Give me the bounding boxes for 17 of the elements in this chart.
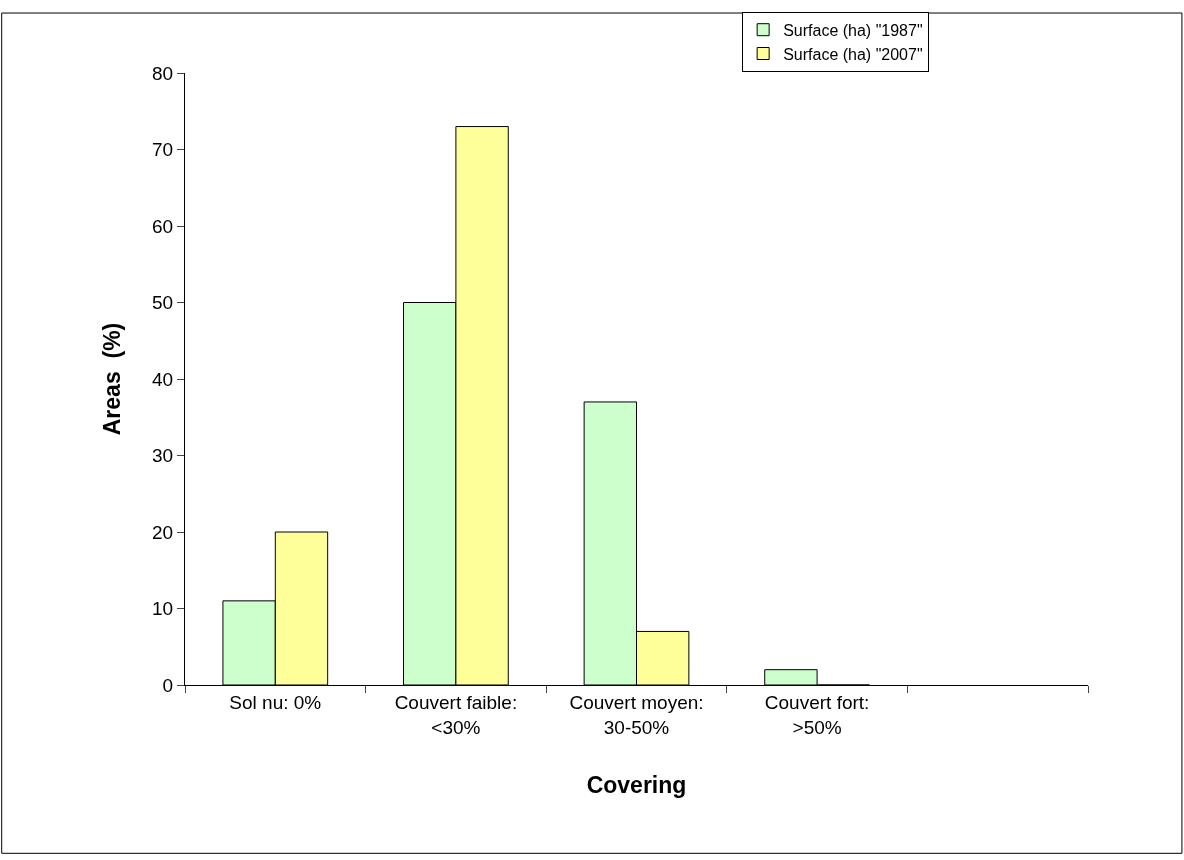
x-tick-label: Couvert fort: >50%: [764, 691, 870, 738]
x-tick-label: Couvert faible: <30%: [394, 691, 518, 738]
legend-label: Surface (ha) "2007": [783, 45, 923, 63]
x-tick-label: Sol nu: 0%: [229, 691, 322, 713]
y-tick-label: 50: [152, 292, 174, 314]
y-tick-label: 60: [152, 215, 174, 237]
x-tick-label: Couvert moyen: 30-50%: [569, 691, 704, 738]
x-axis-title: Covering: [586, 772, 687, 799]
y-axis-title: Areas (%): [98, 322, 125, 436]
y-tick-label: 30: [152, 445, 174, 467]
y-tick-label: 20: [152, 521, 174, 543]
y-tick-label: 40: [152, 368, 174, 390]
legend-label: Surface (ha) "1987": [783, 21, 923, 39]
y-tick-label: 70: [152, 139, 174, 161]
y-tick-label: 80: [152, 62, 174, 84]
y-tick-label: 10: [152, 598, 174, 620]
y-tick-label: 0: [162, 674, 174, 696]
